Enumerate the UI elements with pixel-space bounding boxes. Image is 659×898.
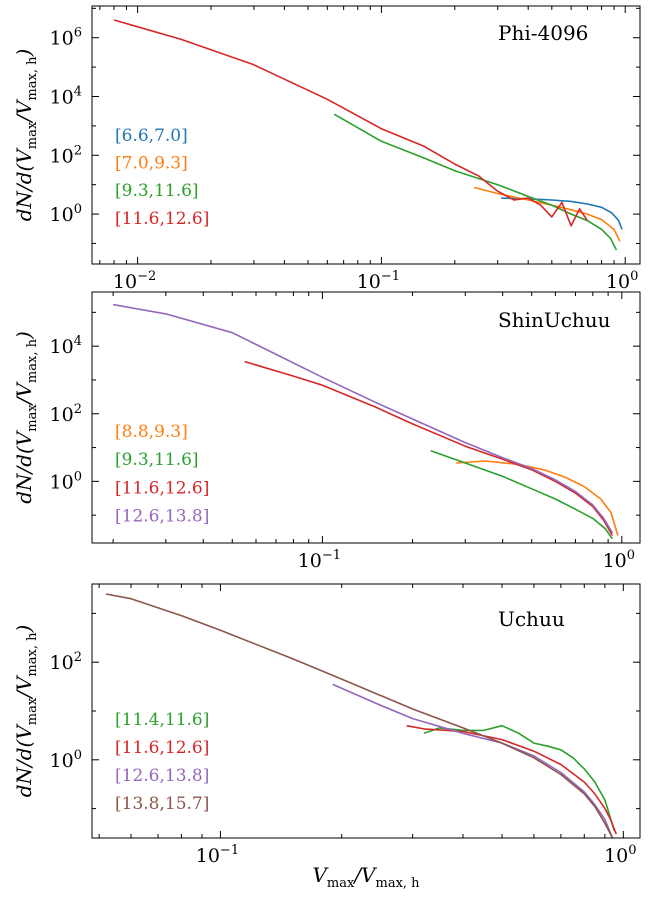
x-axis-label: Vmax/Vmax, h [312, 863, 420, 891]
y-tick-label: 100 [50, 748, 82, 772]
series-line-3-3 [332, 683, 614, 838]
axes-frame [91, 5, 641, 265]
panel-2: 10−1 100 100 102 104 ShinUchuu [8.8,9.3] [9.3,1… [12, 291, 641, 572]
y-tick-label: 104 [50, 334, 82, 358]
legend-entry: [12.6,13.8] [115, 766, 209, 786]
panel-1: 10−2 10−1 100 100 102 104 106 Phi-4096 [6.6,7.0]… [12, 5, 641, 293]
x-tick-label: 100 [606, 269, 638, 293]
y-tick-label: 102 [50, 402, 82, 426]
x-tick-label: 10−1 [298, 548, 341, 572]
legend: [8.8,9.3] [9.3,11.6] [11.6,12.6] [12.6,13.8… [115, 422, 209, 527]
series-line-1-2 [473, 186, 621, 242]
y-axis-label: dN/d(Vmax/Vmax, h) [12, 625, 40, 798]
legend-entry: [11.6,12.6] [115, 209, 209, 229]
series-line-2-3 [244, 360, 614, 536]
legend-entry: [8.8,9.3] [115, 422, 188, 442]
y-tick-label: 104 [50, 85, 82, 109]
series-line-2-1 [456, 460, 619, 536]
x-tick-label: 10−1 [196, 843, 239, 867]
y-tick-label: 100 [50, 202, 82, 226]
x-tick-label: 10−2 [113, 269, 156, 293]
x-tick-label: 100 [603, 548, 635, 572]
y-tick-label: 106 [50, 26, 82, 50]
legend: [6.6,7.0] [7.0,9.3] [9.3,11.6] [11.6,12.6] [115, 126, 209, 229]
y-tick-label: 100 [50, 469, 82, 493]
series-line-3-2 [406, 724, 617, 835]
y-tick-label: 102 [50, 650, 82, 674]
panel-title: Uchuu [498, 607, 565, 631]
panel-title: Phi-4096 [498, 21, 588, 45]
legend-entry: [11.6,12.6] [115, 478, 209, 498]
series-line-1-3 [333, 113, 618, 251]
legend-entry: [11.6,12.6] [115, 738, 209, 758]
series-line-2-2 [430, 450, 614, 540]
series-line-3-4 [105, 593, 614, 838]
series-line-3-1 [423, 724, 616, 832]
legend: [11.4,11.6] [11.6,12.6] [12.6,13.8] [13.8,1… [115, 710, 209, 814]
legend-entry: [11.4,11.6] [115, 710, 209, 730]
legend-entry: [9.3,11.6] [115, 450, 199, 470]
axes-frame [91, 291, 641, 544]
legend-entry: [7.0,9.3] [115, 154, 188, 174]
legend-entry: [6.6,7.0] [115, 126, 188, 146]
legend-entry: [9.3,11.6] [115, 181, 199, 201]
x-tick-label: 10−1 [357, 269, 400, 293]
legend-entry: [13.8,15.7] [115, 794, 209, 814]
x-tick-label: 100 [604, 843, 636, 867]
series-line-2-4 [112, 303, 614, 534]
series-line-1-4 [113, 19, 589, 227]
panel-title: ShinUchuu [498, 308, 611, 332]
legend-entry: [12.6,13.8] [115, 507, 209, 527]
panel-3: 10−1 100 100 102 Uchuu [11.4,11.6] [11.6,12.6]… [12, 583, 641, 867]
y-axis-label: dN/d(Vmax/Vmax, h) [12, 331, 40, 504]
y-tick-label: 102 [50, 143, 82, 167]
y-axis-label: dN/d(Vmax/Vmax, h) [12, 49, 40, 222]
